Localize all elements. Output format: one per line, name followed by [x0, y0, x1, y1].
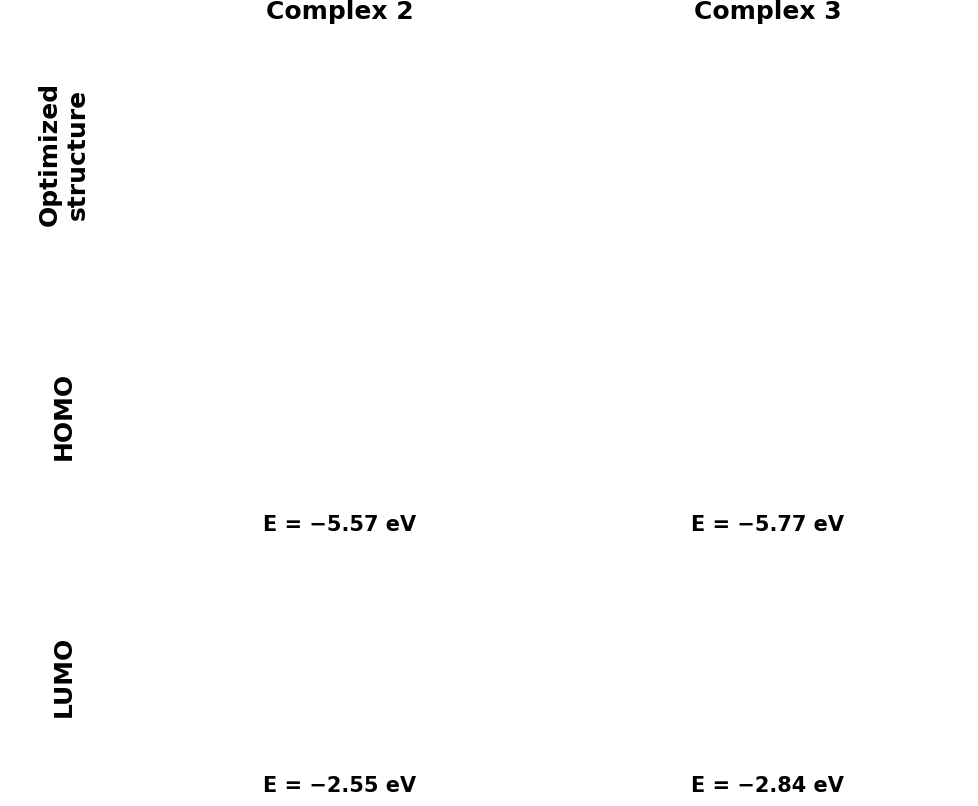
Text: Complex 2: Complex 2 — [265, 1, 413, 24]
Text: E = −5.57 eV: E = −5.57 eV — [263, 515, 416, 535]
Text: E = −2.84 eV: E = −2.84 eV — [690, 776, 843, 796]
Text: E = −5.77 eV: E = −5.77 eV — [690, 515, 843, 535]
Text: LUMO: LUMO — [52, 636, 76, 717]
Text: E = −2.55 eV: E = −2.55 eV — [263, 776, 416, 796]
Text: Optimized
structure: Optimized structure — [38, 82, 90, 226]
Text: HOMO: HOMO — [52, 372, 76, 459]
Text: Complex 3: Complex 3 — [693, 1, 840, 24]
